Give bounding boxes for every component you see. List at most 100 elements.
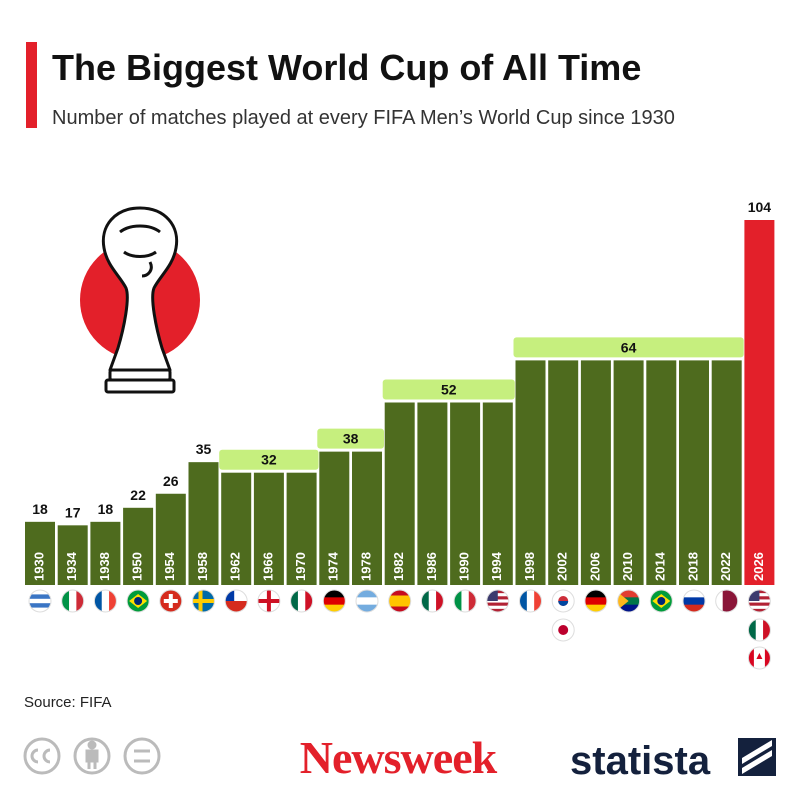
flag [61,590,84,612]
value-label: 26 [163,473,179,489]
flag-outline [682,589,706,613]
flag-outline [322,589,346,613]
flag [552,619,575,641]
flag-outline [519,589,542,613]
flag-outline [551,618,575,642]
bar [57,525,88,585]
chart-title: The Biggest World Cup of All Time [52,47,641,88]
x-tick-label: 1990 [457,552,472,581]
flag [617,590,640,612]
title-accent [26,42,37,128]
source: Source: FIFA [24,694,112,711]
newsweek-logo: Newsweek [300,732,498,783]
bar [253,472,284,585]
flag [552,590,575,612]
bar [319,451,350,585]
value-label: 18 [98,501,114,517]
x-tick-label: 1962 [228,552,243,581]
flag [323,590,346,612]
bar [188,462,219,585]
flag [388,590,411,612]
license-icons [23,737,161,775]
x-tick-label: 1978 [358,552,373,581]
x-tick-label: 1938 [97,552,112,581]
flag-outline [388,589,412,613]
x-tick-label: 1994 [489,551,504,581]
flag [519,590,542,612]
value-label: 32 [261,452,277,468]
flag [356,590,378,612]
flag-outline [747,646,771,670]
flag [421,590,444,612]
flag-outline [617,589,641,613]
flag [454,590,477,612]
flag-outline [93,589,117,613]
flag [225,590,248,612]
x-tick-label: 2026 [751,552,766,581]
bar [417,402,448,585]
bar [613,360,644,585]
flag [715,590,738,612]
bar [482,402,513,585]
value-label-band [513,337,744,358]
bars: 1930 1934 1938 1950 1954 1958 1962 1966 1970 1974… [25,199,775,585]
bar [679,360,709,585]
flag-outline [551,589,575,613]
flag-outline [715,589,739,613]
x-tick-label: 1998 [522,552,537,581]
flag-outline [649,589,673,613]
bar [744,220,775,585]
flag [290,590,313,612]
value-label: 38 [343,431,359,447]
value-label: 17 [65,504,81,520]
flag [257,590,280,612]
flag [748,647,771,669]
flag [192,590,215,612]
x-tick-label: 2006 [587,552,602,581]
flag [127,590,150,612]
flag-outline [61,589,85,613]
flag [584,590,607,612]
bar [90,521,121,585]
chart-subtitle: Number of matches played at every FIFA M… [52,107,675,129]
x-tick-label: 1982 [391,552,406,581]
host-flags [28,589,771,670]
x-tick-label: 1958 [195,552,210,581]
x-tick-label: 2002 [555,552,570,581]
statista-mark [738,738,776,776]
x-tick-label: 1954 [162,551,177,581]
flag-outline [257,589,281,613]
x-tick-label: 2018 [685,552,700,581]
trophy-illustration [80,206,200,394]
bar [221,472,252,585]
x-tick-label: 1934 [64,551,79,581]
x-tick-label: 1950 [130,552,145,581]
flag [94,590,117,612]
x-tick-label: 1986 [424,552,439,581]
bar [711,360,742,585]
flag-outline [192,589,215,613]
flag [159,590,182,612]
bar [580,360,611,585]
x-tick-label: 1930 [31,552,46,581]
value-label: 52 [441,382,457,398]
bar [515,360,546,585]
flag [683,590,705,612]
bar [352,451,382,585]
bar [384,402,415,585]
bar [25,521,55,585]
flag-outline [486,589,510,613]
value-label-band [219,449,319,470]
flag [748,590,771,612]
flag-outline [747,589,771,613]
value-label: 35 [196,441,212,457]
flag [29,590,51,612]
flag [748,619,771,641]
x-tick-label: 1974 [326,551,341,581]
flag-outline [584,589,608,613]
flag-outline [159,589,183,613]
bar [646,360,677,585]
x-tick-label: 2014 [653,551,668,581]
flag-outline [28,589,52,613]
